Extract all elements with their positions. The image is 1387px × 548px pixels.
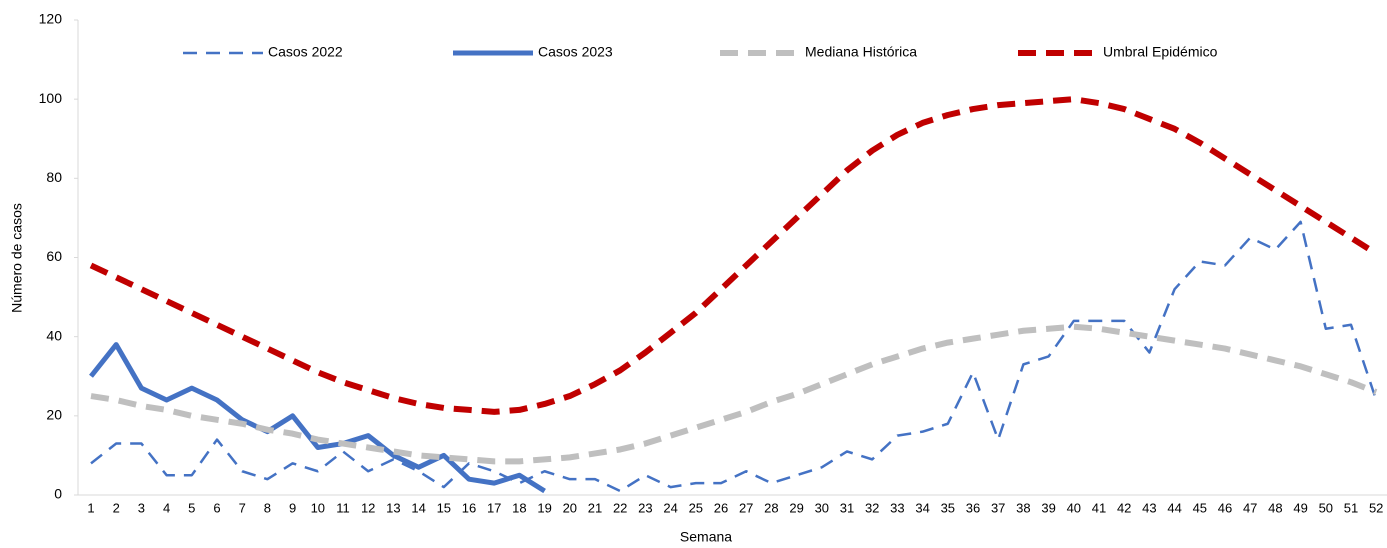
- x-tick-label: 2: [113, 500, 120, 515]
- y-tick-label: 20: [46, 407, 62, 423]
- legend-label: Mediana Histórica: [805, 44, 917, 60]
- x-tick-label: 43: [1142, 500, 1156, 515]
- x-tick-label: 32: [865, 500, 879, 515]
- x-tick-label: 27: [739, 500, 753, 515]
- x-tick-label: 1: [87, 500, 94, 515]
- x-tick-label: 4: [163, 500, 170, 515]
- x-tick-label: 42: [1117, 500, 1131, 515]
- x-tick-label: 30: [815, 500, 829, 515]
- x-tick-label: 50: [1319, 500, 1333, 515]
- x-tick-label: 47: [1243, 500, 1257, 515]
- legend-label: Casos 2023: [538, 44, 613, 60]
- x-tick-label: 34: [915, 500, 929, 515]
- y-tick-label: 60: [46, 248, 62, 264]
- y-tick-label: 40: [46, 327, 62, 343]
- x-tick-label: 35: [941, 500, 955, 515]
- x-tick-label: 14: [411, 500, 425, 515]
- x-tick-label: 7: [239, 500, 246, 515]
- x-tick-label: 52: [1369, 500, 1383, 515]
- x-tick-label: 24: [663, 500, 677, 515]
- series-line: [89, 342, 546, 494]
- x-tick-label: 48: [1268, 500, 1282, 515]
- x-tick-label: 5: [188, 500, 195, 515]
- x-tick-label: 22: [613, 500, 627, 515]
- x-tick-label: 29: [789, 500, 803, 515]
- x-tick-label: 33: [890, 500, 904, 515]
- x-tick-label: 38: [1016, 500, 1030, 515]
- x-tick-label: 26: [714, 500, 728, 515]
- x-tick-label: 21: [588, 500, 602, 515]
- series-line: [89, 96, 1378, 415]
- x-tick-label: 51: [1344, 500, 1358, 515]
- x-tick-label: 20: [563, 500, 577, 515]
- y-tick-label: 100: [39, 90, 63, 106]
- x-tick-label: 39: [1041, 500, 1055, 515]
- x-tick-label: 3: [138, 500, 145, 515]
- x-tick-label: 15: [437, 500, 451, 515]
- x-tick-label: 23: [638, 500, 652, 515]
- x-tick-label: 44: [1167, 500, 1181, 515]
- x-tick-label: 36: [966, 500, 980, 515]
- y-tick-label: 120: [39, 11, 63, 27]
- x-axis-title: Semana: [680, 529, 732, 545]
- x-tick-label: 19: [537, 500, 551, 515]
- x-tick-label: 8: [264, 500, 271, 515]
- x-tick-label: 10: [311, 500, 325, 515]
- x-tick-label: 18: [512, 500, 526, 515]
- legend-label: Casos 2022: [268, 44, 343, 60]
- y-tick-label: 0: [54, 486, 62, 502]
- y-tick-label: 80: [46, 169, 62, 185]
- x-tick-label: 17: [487, 500, 501, 515]
- y-axis-title: Número de casos: [9, 203, 25, 313]
- x-tick-label: 46: [1218, 500, 1232, 515]
- x-tick-label: 16: [462, 500, 476, 515]
- x-tick-label: 13: [386, 500, 400, 515]
- x-tick-label: 49: [1293, 500, 1307, 515]
- x-tick-label: 31: [840, 500, 854, 515]
- legend-label: Umbral Epidémico: [1103, 44, 1218, 60]
- x-tick-label: 28: [764, 500, 778, 515]
- x-tick-label: 41: [1092, 500, 1106, 515]
- x-tick-label: 11: [336, 500, 350, 515]
- x-tick-label: 12: [361, 500, 375, 515]
- x-tick-label: 25: [689, 500, 703, 515]
- x-tick-label: 37: [991, 500, 1005, 515]
- x-tick-label: 45: [1193, 500, 1207, 515]
- x-tick-label: 40: [1067, 500, 1081, 515]
- x-tick-label: 6: [213, 500, 220, 515]
- series-line: [90, 323, 1378, 465]
- x-tick-label: 9: [289, 500, 296, 515]
- series-line: [90, 220, 1378, 493]
